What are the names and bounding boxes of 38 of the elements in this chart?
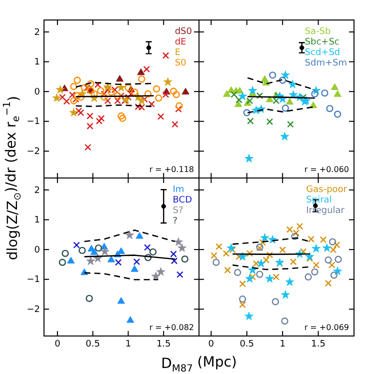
text: ? <box>172 216 178 226</box>
y-tick-label: 0 <box>34 245 40 256</box>
y-tick-label: 2 <box>34 186 40 196</box>
annotation: r = +0.060 <box>304 165 349 174</box>
text: E <box>174 48 181 58</box>
text: Sa-Sb <box>304 27 331 37</box>
text: BCD <box>172 196 192 206</box>
x-tick-label: 0.5 <box>86 339 100 350</box>
text: S0 <box>174 58 187 68</box>
y-tick-label: 0 <box>34 87 40 98</box>
text: dS0 <box>174 27 192 37</box>
annotation: r = +0.118 <box>149 165 194 174</box>
series-label: dE <box>174 38 187 48</box>
x-tick-label: 0 <box>54 339 61 350</box>
text: Sbc+Sc <box>304 38 340 48</box>
y-tick-label: −1 <box>26 117 40 128</box>
y-tick-label: −2 <box>26 305 40 316</box>
text: Spiral <box>306 196 332 206</box>
text: S? <box>172 206 184 216</box>
annotation: r = +0.082 <box>149 323 194 332</box>
text: Scd+Sd <box>304 48 340 58</box>
y-tick-label: 1 <box>34 58 40 68</box>
y-tick-label: −2 <box>26 147 40 158</box>
text: Im <box>172 185 184 195</box>
x-tick-label: 0.5 <box>240 339 254 350</box>
x-tick-label: 0 <box>208 339 214 350</box>
x-tick-label: 1.5 <box>156 339 171 350</box>
y-tick-label: 2 <box>34 28 40 38</box>
text: Gas-poor <box>306 185 348 195</box>
x-axis-title: D$_{M87}$ (Mpc) <box>161 354 237 374</box>
x-tick-label: 1 <box>280 339 286 350</box>
y-tick-label: −1 <box>26 275 40 286</box>
x-tick-label: 1 <box>125 339 132 350</box>
y-tick-label: 1 <box>34 216 40 226</box>
text: Sdm+Sm <box>304 58 347 68</box>
x-tick-label: 1.5 <box>311 339 326 350</box>
text: Irregular <box>306 206 345 216</box>
annotation: r = +0.069 <box>304 323 349 332</box>
